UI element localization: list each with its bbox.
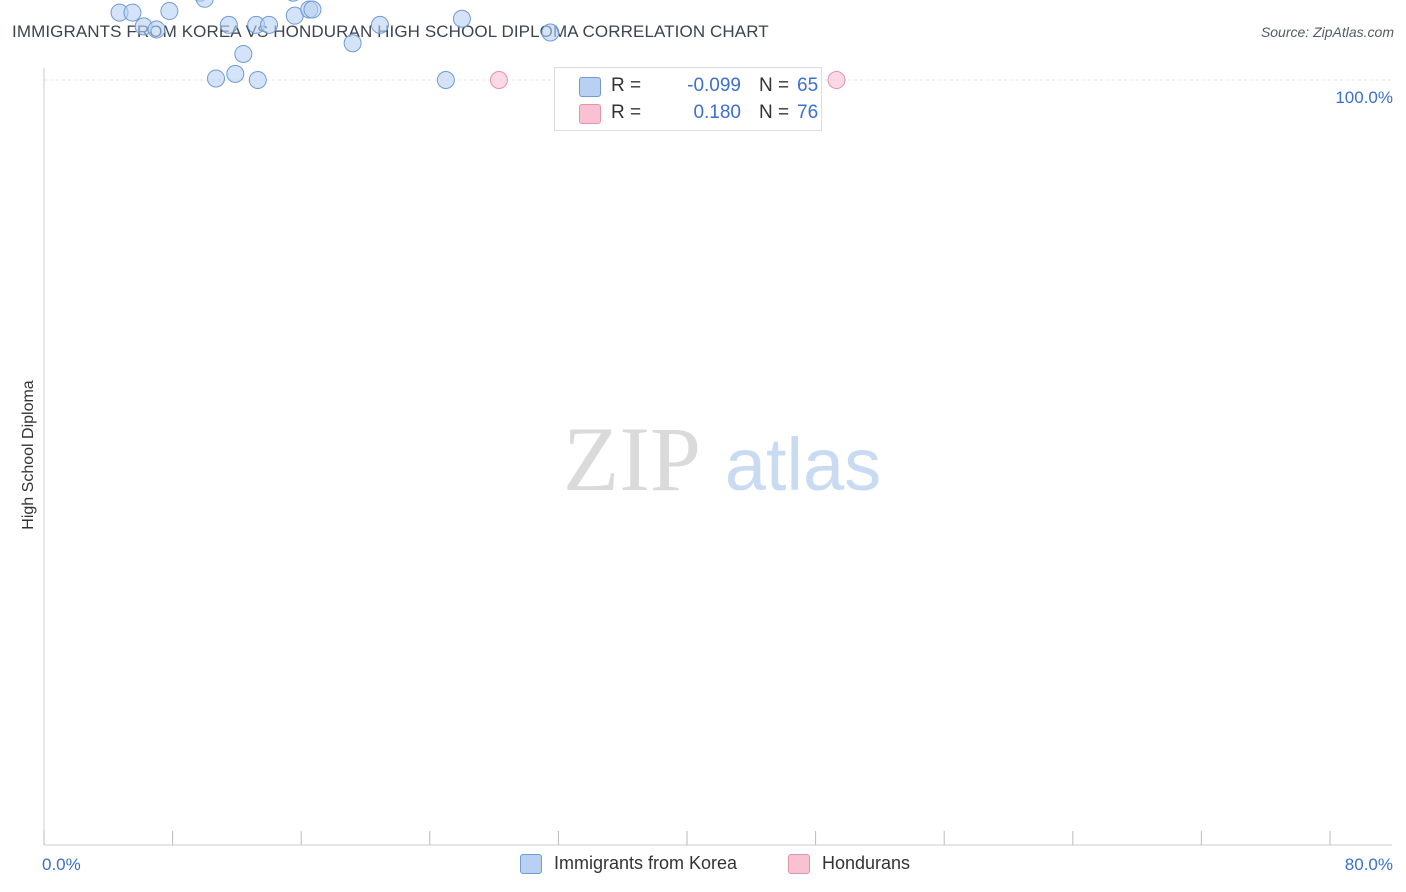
legend-r-value-korea: -0.099 [687, 75, 741, 96]
series-hondurans [489, 71, 846, 89]
legend-r-label: R = [611, 75, 642, 96]
legend-n-label: N = [759, 75, 790, 96]
legend-swatch-korea [579, 77, 601, 97]
tick-labels: 62.5%75.0%87.5%100.0%0.0%80.0% [42, 88, 1393, 874]
data-point [234, 44, 253, 63]
bottom-legend-label-korea: Immigrants from Korea [554, 853, 738, 873]
data-point [226, 64, 245, 83]
data-point [248, 71, 267, 89]
legend-n-value-honduran: 76 [797, 102, 819, 123]
legend-r-value-honduran: 0.180 [693, 102, 741, 123]
data-point [147, 20, 166, 39]
axes [43, 68, 1392, 846]
source-credit: Source: ZipAtlas.com [1260, 24, 1394, 40]
data-point [303, 0, 322, 19]
data-point [160, 2, 179, 21]
stats-legend: R = -0.099 N = 65 R = 0.180 N = 76 [554, 67, 822, 131]
x-tick-label: 0.0% [42, 855, 81, 874]
legend-swatch-honduran [579, 104, 601, 124]
data-point [436, 71, 455, 89]
legend-n-label: N = [759, 102, 790, 123]
legend-r-label: R = [611, 102, 642, 123]
y-tick-label: 100.0% [1335, 88, 1393, 107]
x-tick-label: 80.0% [1345, 855, 1393, 874]
data-point [452, 9, 471, 28]
bottom-legend-swatch-honduran [788, 854, 810, 874]
data-point [343, 34, 362, 53]
data-point [207, 69, 226, 88]
chart-title: IMMIGRANTS FROM KOREA VS HONDURAN HIGH S… [12, 22, 769, 41]
bottom-legend-swatch-korea [520, 854, 542, 874]
data-point [489, 71, 508, 89]
data-point [370, 15, 389, 34]
series-korea [110, 0, 688, 89]
data-point [219, 15, 238, 34]
data-point [123, 3, 142, 22]
bottom-legend-label-honduran: Hondurans [822, 853, 911, 873]
data-point [260, 15, 279, 34]
data-point [287, 0, 299, 2]
watermark-zip: ZIP [563, 408, 701, 510]
data-point [541, 23, 560, 42]
data-point [827, 71, 846, 89]
data-point [195, 0, 214, 8]
legend-n-value-korea: 65 [797, 75, 819, 96]
watermark-atlas: atlas [725, 423, 881, 506]
